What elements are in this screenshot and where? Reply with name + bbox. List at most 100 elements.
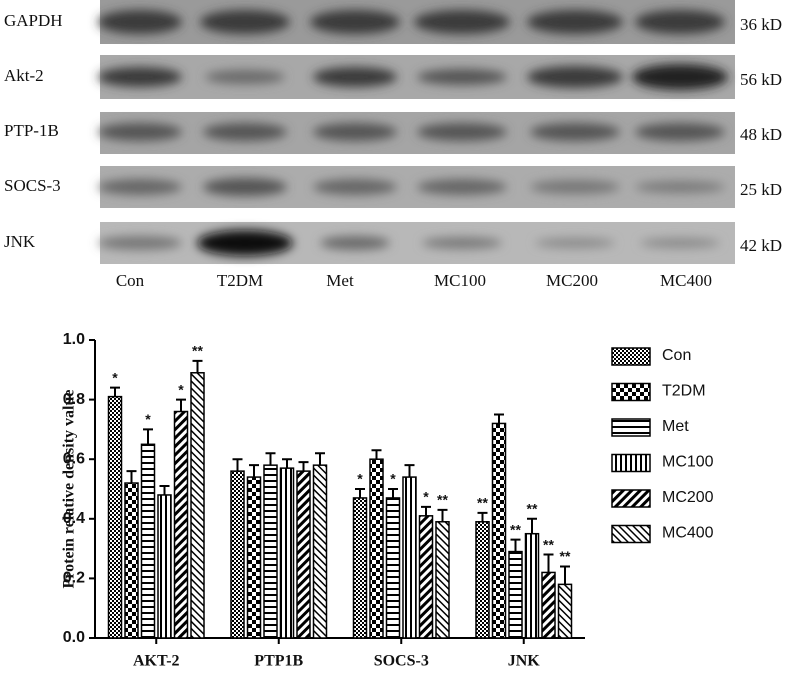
error-bar [404, 464, 415, 478]
error-bar [494, 413, 504, 424]
legend-label: Con [662, 347, 691, 364]
error-bar [232, 458, 243, 472]
lane-label: Con [116, 271, 145, 290]
error-bar [527, 517, 537, 534]
significance-mark: ** [560, 548, 571, 564]
protein-label: JNK [4, 232, 36, 251]
bar [263, 464, 278, 639]
bar [124, 482, 139, 639]
significance-mark: * [112, 369, 118, 385]
protein-label: PTP-1B [4, 121, 59, 140]
bar [279, 467, 295, 639]
error-bar [159, 485, 170, 495]
bar [157, 494, 172, 639]
bar [491, 422, 507, 639]
error-bar [388, 488, 398, 498]
error-bar [477, 511, 488, 522]
legend-label: T2DM [662, 383, 706, 400]
legend-swatch [611, 347, 651, 366]
error-bar [437, 508, 448, 522]
size-label: 25 kD [740, 180, 782, 199]
protein-label: SOCS-3 [4, 176, 61, 195]
bar [541, 571, 556, 639]
y-tick-label: 0.0 [63, 629, 85, 646]
bar [475, 521, 490, 639]
error-bar [110, 386, 120, 397]
error-bar [298, 461, 309, 472]
x-tick-label: AKT-2 [133, 653, 180, 670]
y-tick-label: 0.8 [63, 391, 85, 408]
error-bar [315, 452, 325, 466]
bar [524, 532, 540, 639]
significance-mark: * [357, 471, 363, 487]
bar [508, 550, 523, 639]
error-bar [176, 398, 186, 412]
significance-mark: ** [437, 492, 448, 508]
bar [107, 395, 123, 639]
legend-swatch [611, 453, 651, 473]
error-bar [143, 428, 153, 445]
bar [435, 521, 450, 639]
legend-label: MC100 [662, 454, 714, 471]
error-bar [249, 464, 259, 478]
lane-label: MC100 [434, 271, 486, 290]
significance-mark: * [178, 381, 184, 397]
error-bar [371, 449, 382, 460]
x-tick-label: SOCS-3 [374, 653, 429, 670]
legend-label: Met [662, 418, 689, 435]
x-tick-label: JNK [508, 653, 541, 670]
bar [402, 476, 417, 639]
bar [312, 464, 328, 639]
bar [296, 470, 311, 639]
protein-label: GAPDH [4, 11, 63, 30]
legend-swatch [611, 489, 651, 508]
error-bar [192, 359, 203, 373]
error-bar [421, 505, 431, 516]
bar [385, 497, 401, 639]
bar [246, 476, 262, 639]
y-axis-label: Protein relative density value [61, 390, 78, 589]
y-tick-label: 0.4 [63, 510, 85, 527]
significance-mark: ** [192, 343, 203, 359]
size-label: 42 kD [740, 236, 782, 255]
y-tick-label: 1.0 [63, 331, 85, 348]
error-bar [543, 553, 554, 573]
bar [352, 497, 368, 639]
error-bar [282, 458, 292, 469]
bar [557, 583, 573, 639]
significance-mark: ** [527, 501, 538, 517]
lane-label: MC400 [660, 271, 712, 290]
protein-label: Akt-2 [4, 66, 44, 85]
bar [418, 515, 434, 639]
error-bar [510, 538, 521, 552]
y-tick-label: 0.6 [63, 450, 85, 467]
lane-label: Met [326, 271, 354, 290]
bar [140, 443, 156, 639]
significance-mark: * [145, 411, 151, 427]
error-bar [265, 452, 276, 466]
x-tick-label: PTP1B [254, 653, 303, 670]
bar [230, 470, 245, 639]
blot-image [98, 0, 735, 264]
bar [369, 458, 384, 639]
lane-label: MC200 [546, 271, 598, 290]
size-label: 48 kD [740, 125, 782, 144]
bar [173, 410, 189, 639]
lane-label: T2DM [217, 271, 263, 290]
error-bar [126, 470, 137, 484]
significance-mark: * [390, 471, 396, 487]
size-label: 36 kD [740, 15, 782, 34]
legend-swatch [611, 382, 651, 402]
bar [190, 372, 205, 639]
error-bar [560, 565, 570, 585]
significance-mark: * [423, 489, 429, 505]
significance-mark: ** [510, 521, 521, 537]
y-tick-label: 0.2 [63, 570, 85, 587]
significance-mark: ** [543, 536, 554, 552]
size-label: 56 kD [740, 70, 782, 89]
legend-label: MC200 [662, 489, 714, 506]
legend-swatch [611, 524, 651, 544]
legend-swatch [611, 418, 651, 437]
legend-label: MC400 [662, 525, 714, 542]
